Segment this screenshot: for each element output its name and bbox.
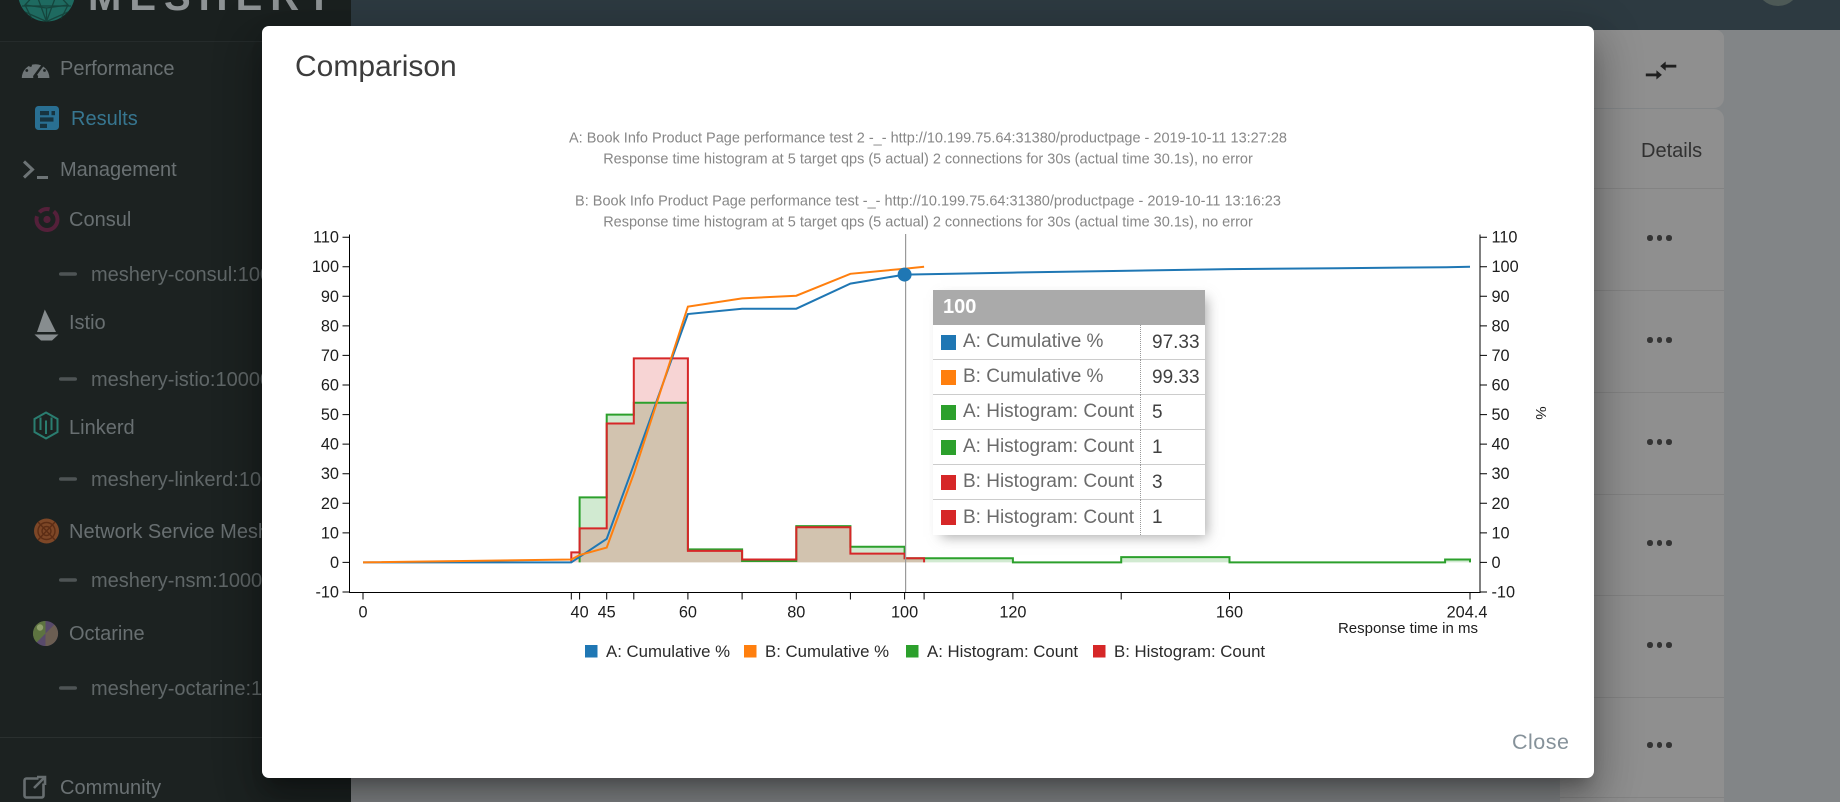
svg-text:80: 80 (787, 604, 805, 622)
svg-text:Response time histogram at 5 t: Response time histogram at 5 target qps … (603, 152, 1253, 168)
svg-text:100: 100 (1492, 258, 1519, 276)
svg-text:40: 40 (321, 436, 339, 454)
svg-text:40: 40 (571, 604, 589, 622)
svg-text:10: 10 (321, 524, 339, 542)
svg-text:0: 0 (1492, 554, 1501, 572)
svg-text:40: 40 (1492, 436, 1510, 454)
svg-text:B: Cumulative %: B: Cumulative % (765, 642, 889, 661)
svg-text:Response time in ms: Response time in ms (1338, 620, 1478, 637)
svg-text:90: 90 (321, 288, 339, 306)
svg-text:120: 120 (999, 604, 1026, 622)
svg-text:30: 30 (1492, 465, 1510, 483)
svg-text:100: 100 (891, 604, 918, 622)
svg-text:30: 30 (321, 465, 339, 483)
svg-text:20: 20 (321, 495, 339, 513)
svg-text:-10: -10 (315, 584, 339, 602)
svg-text:80: 80 (1492, 317, 1510, 335)
svg-text:A: Cumulative %: A: Cumulative % (606, 642, 730, 661)
svg-text:20: 20 (1492, 495, 1510, 513)
svg-text:110: 110 (313, 229, 339, 247)
svg-text:160: 160 (1216, 604, 1243, 622)
svg-text:A: Histogram: Count: A: Histogram: Count (927, 642, 1078, 661)
svg-text:60: 60 (1492, 377, 1510, 395)
svg-text:B: Histogram: Count: B: Histogram: Count (1114, 642, 1265, 661)
svg-text:80: 80 (321, 317, 339, 335)
svg-text:50: 50 (321, 406, 339, 424)
svg-text:60: 60 (321, 377, 339, 395)
svg-text:45: 45 (598, 604, 616, 622)
svg-text:Response time histogram at 5 t: Response time histogram at 5 target qps … (603, 215, 1253, 231)
svg-text:-10: -10 (1492, 584, 1516, 602)
svg-text:70: 70 (1492, 347, 1510, 365)
svg-text:70: 70 (321, 347, 339, 365)
svg-text:A: Book Info Product Page perf: A: Book Info Product Page performance te… (569, 131, 1287, 147)
svg-text:110: 110 (1492, 229, 1518, 247)
svg-text:60: 60 (679, 604, 697, 622)
svg-text:0: 0 (358, 604, 367, 622)
svg-text:50: 50 (1492, 406, 1510, 424)
svg-text:B: Book Info Product Page perf: B: Book Info Product Page performance te… (575, 194, 1281, 210)
svg-text:204.4: 204.4 (1447, 604, 1488, 622)
svg-text:%: % (1532, 406, 1549, 419)
svg-text:100: 100 (312, 258, 339, 276)
svg-text:10: 10 (1492, 524, 1510, 542)
svg-text:90: 90 (1492, 288, 1510, 306)
svg-text:0: 0 (330, 554, 339, 572)
